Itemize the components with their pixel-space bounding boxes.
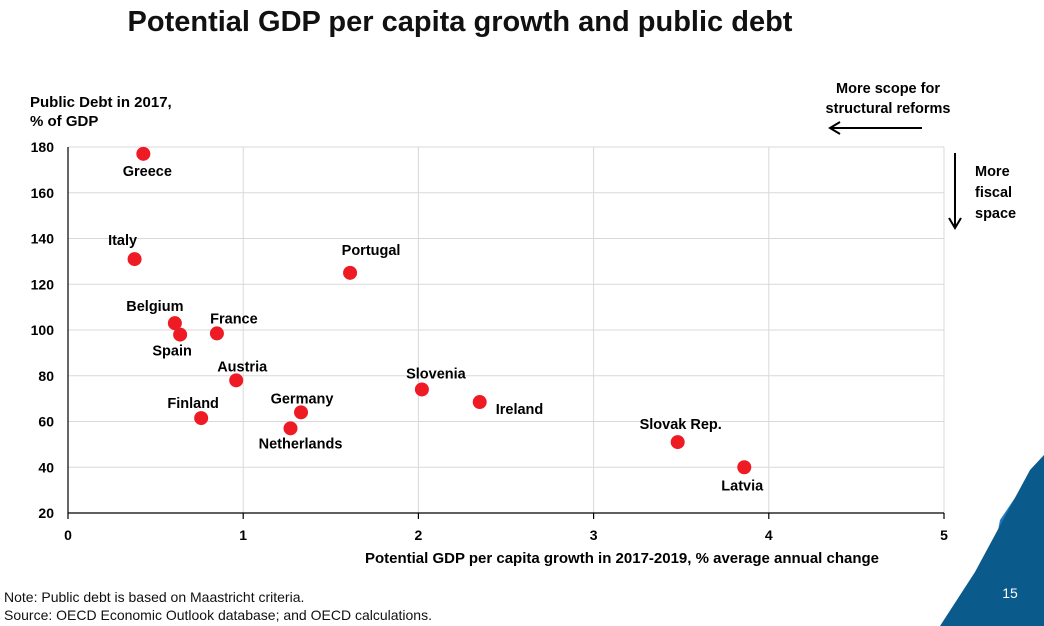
data-point [229,373,244,388]
page-number: 15 [1002,585,1018,601]
data-point-label: Portugal [342,243,401,259]
data-point [209,326,224,341]
data-point-label: Spain [152,344,191,360]
tick-labels: 20 40 60 80 100 120 140 160 180 0 1 2 3 4 5 [31,139,948,543]
slide-title: Potential GDP per capita growth and publ… [127,6,793,38]
x-tick-label: 4 [765,527,773,543]
x-tick-label: 3 [590,527,598,543]
y-tick-label: 80 [38,368,54,384]
axes [67,147,945,519]
reforms-annotation-line2: structural reforms [826,101,951,117]
data-point-label: Greece [123,164,172,180]
y-tick-label: 160 [31,185,55,201]
data-point-label: Slovenia [406,366,467,382]
data-point-label: Belgium [126,299,183,315]
fiscal-annotation-line3: space [975,206,1016,222]
data-point [343,265,358,280]
fiscal-annotation-line2: fiscal [975,185,1012,201]
down-arrow-icon [948,153,962,230]
y-tick-label: 40 [38,459,54,475]
data-point-label: Netherlands [259,436,343,452]
y-tick-label: 180 [31,139,55,155]
data-point [127,252,142,267]
corner-decoration-dark [940,455,1044,626]
data-point-label: Italy [108,233,137,249]
x-tick-label: 2 [415,527,423,543]
data-point [283,421,298,436]
data-point [167,316,182,331]
data-point-label: Latvia [721,478,764,494]
data-point [414,382,429,397]
data-points: Greece Italy Portugal Belgium Spain France Aus… [108,146,764,494]
x-tick-label: 5 [940,527,948,543]
x-tick-label: 1 [239,527,247,543]
footer-source: Source: OECD Economic Outlook database; … [4,607,432,623]
data-point [136,146,151,161]
data-point [472,395,487,410]
fiscal-annotation-line1: More [975,164,1010,180]
data-point-label: Austria [217,359,268,375]
y-tick-label: 60 [38,414,54,430]
data-point [294,405,309,420]
data-point [194,411,209,426]
y-tick-label: 20 [38,505,54,521]
y-tick-label: 120 [31,276,55,292]
x-axis-label: Potential GDP per capita growth in 2017-… [365,550,879,567]
data-point-label: France [210,311,258,327]
reforms-annotation-line1: More scope for [836,81,940,97]
data-point [737,460,752,475]
footer-note: Note: Public debt is based on Maastricht… [4,589,305,605]
data-point-label: Germany [271,391,334,407]
data-point-label: Finland [167,396,219,412]
footer-notes: Note: Public debt is based on Maastricht… [4,588,432,624]
y-tick-label: 100 [31,322,55,338]
data-point-label: Slovak Rep. [640,417,722,433]
y-axis-label-line1: Public Debt in 2017, [30,94,172,111]
grid-lines [68,146,945,514]
left-arrow-icon [828,121,922,135]
y-axis-label-line2: % of GDP [30,113,98,130]
y-tick-label: 140 [31,231,55,247]
data-point-label: Ireland [496,402,544,418]
x-tick-label: 0 [64,527,72,543]
data-point [173,327,188,342]
data-point [670,435,685,450]
